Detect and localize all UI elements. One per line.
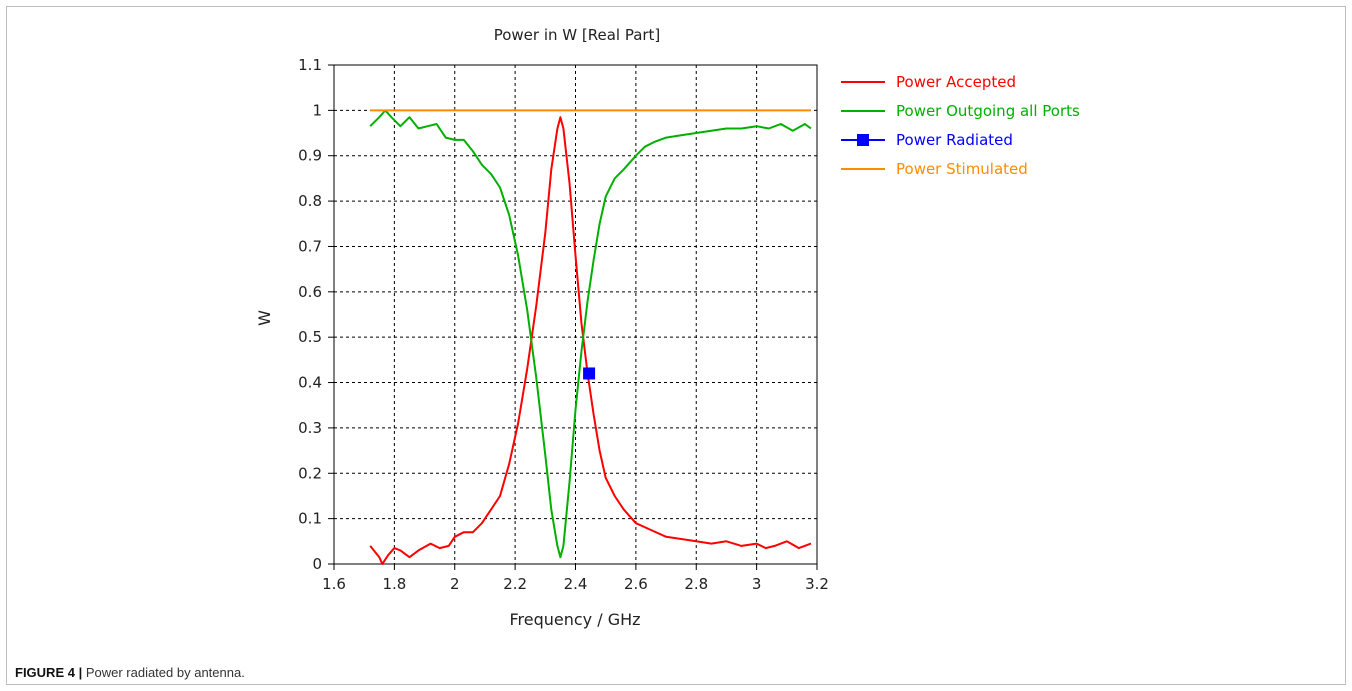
legend-label-power-stimulated: Power Stimulated [896,160,1028,178]
x-tick-label: 2.6 [624,575,648,593]
y-tick-label: 0.5 [298,328,322,346]
figure-caption-label: FIGURE 4 | [15,665,83,680]
y-axis-label: W [255,310,274,326]
y-tick-label: 0.3 [298,419,322,437]
legend: Power Accepted Power Outgoing all Ports Po… [841,73,1080,178]
series-line-power-accepted [369,116,812,565]
y-tick-label: 0.4 [298,374,322,392]
x-tick-label: 3.2 [805,575,829,593]
series-marker-power-radiated [583,367,596,380]
series-lines [369,109,812,565]
chart-title: Power in W [Real Part] [494,26,661,44]
y-tick-label: 1 [312,101,322,119]
legend-label-power-radiated: Power Radiated [896,131,1013,149]
x-tick-label: 2 [450,575,460,593]
x-tick-label: 3 [752,575,762,593]
grid [334,65,817,564]
figure-frame [6,6,1346,685]
legend-marker-power-radiated [857,134,869,146]
y-tick-label: 0.7 [298,237,322,255]
y-tick-label: 0 [312,555,322,573]
y-tick-label: 1.1 [298,56,322,74]
y-tick-label: 0.2 [298,464,322,482]
x-tick-label: 2.8 [684,575,708,593]
x-tick-label: 2.2 [503,575,527,593]
x-tick-label: 1.6 [322,575,346,593]
y-tick-label: 0.9 [298,147,322,165]
axis-ticks: 1.6 1.8 2 2.2 2.4 2.6 2.8 3 3.2 0 0.1 0.2 0.3 0.4 0.5 0… [298,56,829,593]
legend-label-power-outgoing-all-ports: Power Outgoing all Ports [896,102,1080,120]
x-tick-label: 2.4 [564,575,588,593]
series-line-power-outgoing-all-ports [369,109,812,559]
figure-caption-text: Power radiated by antenna. [82,665,245,680]
figure-caption: FIGURE 4 | Power radiated by antenna. [15,665,245,680]
x-axis-label: Frequency / GHz [509,610,640,629]
y-tick-label: 0.1 [298,510,322,528]
x-tick-label: 1.8 [382,575,406,593]
y-tick-label: 0.8 [298,192,322,210]
legend-label-power-accepted: Power Accepted [896,73,1016,91]
y-tick-label: 0.6 [298,283,322,301]
